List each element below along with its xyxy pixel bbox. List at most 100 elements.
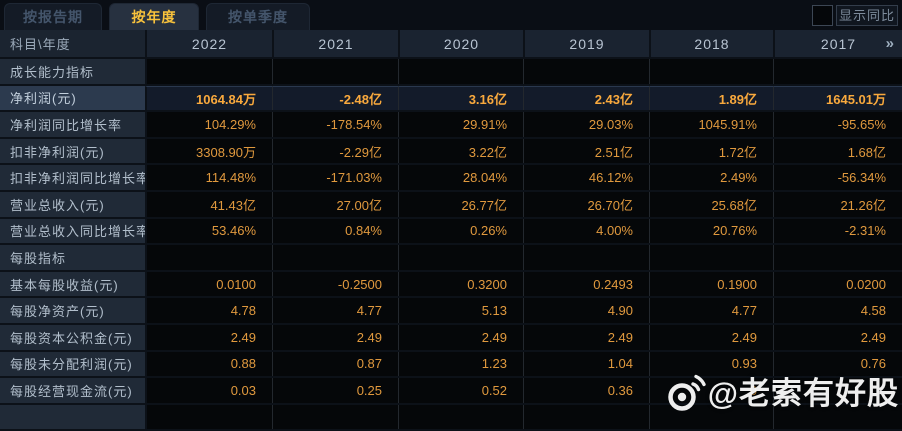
table-row: 净利润(元) 1064.84万 -2.48亿 3.16亿 2.43亿 1.89亿 1645.…: [0, 85, 902, 111]
value-cell: 0.88: [145, 351, 272, 377]
financial-table: 科目\年度 2022 2021 2020 2019 2018 2017» 成长能力指标 净利…: [0, 30, 902, 431]
value-cell: 41.43亿: [145, 191, 272, 217]
value-cell: [398, 59, 523, 84]
value-cell: 4.78: [145, 298, 272, 323]
show-yoy-checkbox[interactable]: [812, 5, 833, 26]
table-row: 基本每股收益(元) 0.0100 -0.2500 0.3200 0.2493 0.1900…: [0, 271, 902, 297]
row-label: [0, 404, 145, 430]
row-label: 每股经营现金流(元): [0, 378, 145, 403]
value-cell: 29.91%: [398, 112, 523, 137]
value-cell: 5.13: [398, 298, 523, 323]
year-column-header: 2018: [649, 30, 773, 57]
table-row: 营业总收入(元) 41.43亿 27.00亿 26.77亿 26.70亿 25.68亿 21…: [0, 191, 902, 217]
row-label: 净利润(元): [0, 85, 145, 111]
value-cell: 26.70亿: [523, 191, 649, 217]
value-cell: 4.90: [523, 298, 649, 323]
value-cell: 28.04%: [398, 165, 523, 190]
value-cell: 2.49: [773, 324, 902, 350]
row-label: 扣非净利润(元): [0, 138, 145, 164]
value-cell: 4.77: [272, 298, 398, 323]
row-label: 每股净资产(元): [0, 298, 145, 323]
value-cell: [773, 404, 902, 430]
row-label: 营业总收入(元): [0, 191, 145, 217]
value-cell: 1064.84万: [145, 85, 272, 111]
value-cell: 26.77亿: [398, 191, 523, 217]
value-cell: [773, 245, 902, 270]
year-column-header: 2017»: [773, 30, 902, 57]
value-cell: 0: [649, 378, 773, 403]
value-cell: 1.72亿: [649, 138, 773, 164]
table-row: 净利润同比增长率 104.29% -178.54% 29.91% 29.03% 1045.…: [0, 112, 902, 137]
value-cell: [272, 245, 398, 270]
year-column-header: 2019: [523, 30, 649, 57]
value-cell: 4.77: [649, 298, 773, 323]
value-cell: 21.26亿: [773, 191, 902, 217]
value-cell: [773, 59, 902, 84]
value-cell: 2.49: [649, 324, 773, 350]
value-cell: -2.31%: [773, 218, 902, 244]
value-cell: 2.43亿: [523, 85, 649, 111]
value-cell: 4.58: [773, 298, 902, 323]
value-cell: 1045.91%: [649, 112, 773, 137]
value-cell: 0.76: [773, 351, 902, 377]
table-row: 扣非净利润同比增长率 114.48% -171.03% 28.04% 46.12% 2.4…: [0, 165, 902, 190]
value-cell: 27.00亿: [272, 191, 398, 217]
value-cell: 114.48%: [145, 165, 272, 190]
value-cell: [523, 59, 649, 84]
value-cell: 2.49: [272, 324, 398, 350]
tab-single-quarter[interactable]: 按单季度: [206, 3, 310, 30]
table-row: 每股经营现金流(元) 0.03 0.25 0.52 0.36 0: [0, 378, 902, 403]
value-cell: 1.89亿: [649, 85, 773, 111]
value-cell: 0.26%: [398, 218, 523, 244]
value-cell: -95.65%: [773, 112, 902, 137]
value-cell: [145, 245, 272, 270]
row-label: 每股资本公积金(元): [0, 324, 145, 350]
table-row: [0, 404, 902, 430]
section-row: 成长能力指标: [0, 59, 902, 84]
more-years-chevron-icon[interactable]: »: [885, 35, 895, 52]
value-cell: 0.3200: [398, 271, 523, 297]
year-column-header: 2020: [398, 30, 523, 57]
value-cell: [773, 378, 902, 403]
value-cell: [272, 404, 398, 430]
row-label: 成长能力指标: [0, 59, 145, 84]
value-cell: -56.34%: [773, 165, 902, 190]
value-cell: 0.25: [272, 378, 398, 403]
value-cell: [398, 245, 523, 270]
row-label: 营业总收入同比增长率: [0, 218, 145, 244]
value-cell: 1.68亿: [773, 138, 902, 164]
value-cell: 0.1900: [649, 271, 773, 297]
corner-header: 科目\年度: [0, 30, 145, 57]
value-cell: 4.00%: [523, 218, 649, 244]
value-cell: 1645.01万: [773, 85, 902, 111]
section-row: 每股指标: [0, 245, 902, 270]
row-label: 每股未分配利润(元): [0, 351, 145, 377]
value-cell: 0.84%: [272, 218, 398, 244]
tab-report-period[interactable]: 按报告期: [4, 3, 102, 30]
year-column-header: 2021: [272, 30, 398, 57]
value-cell: 0.0100: [145, 271, 272, 297]
row-label: 每股指标: [0, 245, 145, 270]
year-column-header: 2022: [145, 30, 272, 57]
value-cell: [145, 59, 272, 84]
value-cell: 0.87: [272, 351, 398, 377]
value-cell: 46.12%: [523, 165, 649, 190]
table-row: 每股未分配利润(元) 0.88 0.87 1.23 1.04 0.93 0.76: [0, 351, 902, 377]
value-cell: 2.49%: [649, 165, 773, 190]
table-row: 营业总收入同比增长率 53.46% 0.84% 0.26% 4.00% 20.76% -2.…: [0, 218, 902, 244]
tab-yearly[interactable]: 按年度: [109, 3, 199, 30]
table-row: 扣非净利润(元) 3308.90万 -2.29亿 3.22亿 2.51亿 1.72亿 1.6…: [0, 138, 902, 164]
value-cell: 2.49: [523, 324, 649, 350]
value-cell: 25.68亿: [649, 191, 773, 217]
value-cell: 1.04: [523, 351, 649, 377]
row-label: 基本每股收益(元): [0, 271, 145, 297]
value-cell: 2.49: [398, 324, 523, 350]
value-cell: 29.03%: [523, 112, 649, 137]
value-cell: 2.51亿: [523, 138, 649, 164]
value-cell: [523, 404, 649, 430]
value-cell: 1.23: [398, 351, 523, 377]
show-yoy-label[interactable]: 显示同比: [836, 5, 898, 26]
table-header-row: 科目\年度 2022 2021 2020 2019 2018 2017»: [0, 30, 902, 57]
value-cell: [649, 245, 773, 270]
value-cell: [398, 404, 523, 430]
